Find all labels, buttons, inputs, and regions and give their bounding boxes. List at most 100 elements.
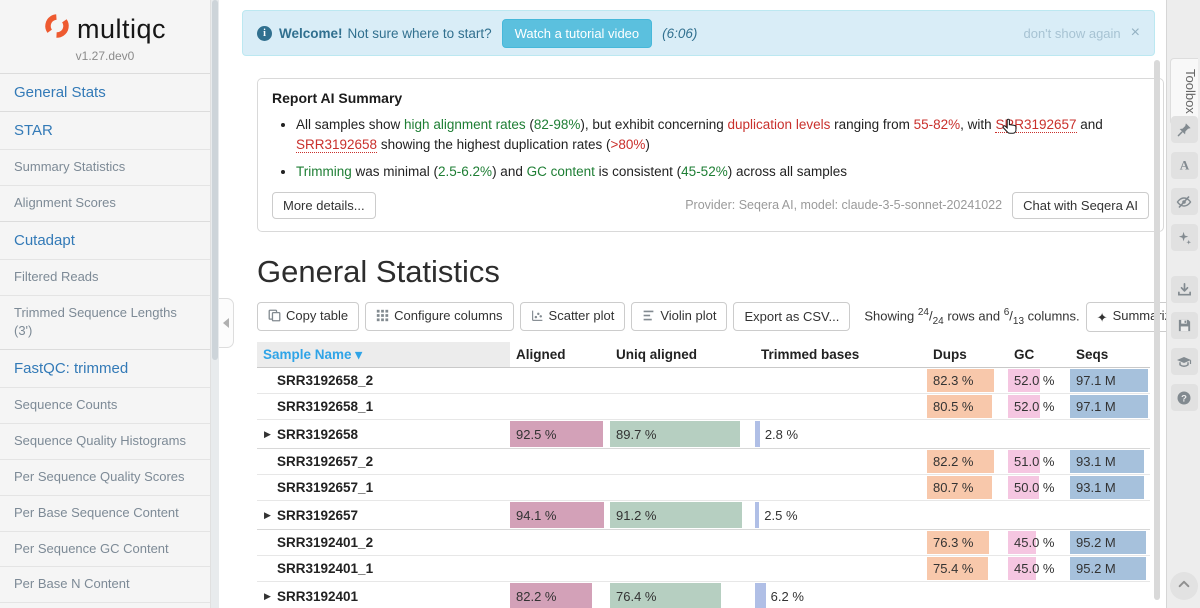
hide-samples-icon[interactable] (1170, 188, 1198, 215)
column-header-aligned[interactable]: Aligned (516, 346, 566, 362)
sidebar-item-cutadapt[interactable]: Cutadapt (0, 220, 210, 259)
ai-bullet-1: All samples show high alignment rates (8… (296, 115, 1149, 156)
cell-value: 80.7 % (933, 479, 974, 495)
data-bar (510, 582, 593, 608)
sample-link-srr3192657[interactable]: SRR3192657 (995, 117, 1077, 133)
general-stats-table: Sample Name ▾ Aligned Uniq aligned Trimmed … (257, 341, 1150, 608)
cell-value: 76.4 % (616, 588, 657, 604)
sidebar-item-alignment-scores[interactable]: Alignment Scores (0, 184, 210, 221)
multiqc-logo[interactable]: multiqc (44, 13, 166, 46)
expand-caret-icon[interactable]: ▶ (264, 509, 271, 520)
sidebar-scrollbar-thumb[interactable] (212, 0, 218, 360)
main-scrollbar[interactable] (1153, 0, 1161, 608)
chevron-left-icon (223, 318, 229, 328)
column-header-gc[interactable]: GC (1014, 346, 1035, 362)
data-bar (610, 501, 743, 528)
data-fill (1070, 556, 1147, 580)
table-row-srr3192401_1: SRR3192401_1 75.4 % 45.0 % 95.2 M (257, 556, 1150, 582)
column-header-sample[interactable]: Sample Name ▾ (263, 346, 363, 362)
sidebar-nav: General Stats STAR Summary Statistics Align… (0, 73, 210, 608)
close-icon[interactable]: × (1130, 24, 1140, 41)
cell-value: 95.2 M (1076, 534, 1116, 550)
ai-bullet-2: Trimming was minimal (2.5-6.2%) and GC c… (296, 162, 1149, 182)
sidebar-scrollbar[interactable] (211, 0, 219, 608)
dont-show-again-link[interactable]: don't show again (1023, 25, 1121, 41)
export-as-csv--button[interactable]: Export as CSV... (733, 302, 851, 332)
download-icon[interactable] (1170, 276, 1198, 303)
main-content: i Welcome! Not sure where to start? Watc… (219, 0, 1190, 608)
table-header-row: Sample Name ▾ Aligned Uniq aligned Trimmed … (257, 341, 1150, 368)
sample-name[interactable]: SRR3192657 (277, 507, 359, 523)
cell-value: 80.5 % (933, 398, 974, 414)
sidebar-item-per-base-n-content[interactable]: Per Base N Content (0, 566, 210, 602)
sidebar-item-fastqc-trimmed[interactable]: FastQC: trimmed (0, 349, 210, 387)
ai-summary-title: Report AI Summary (272, 90, 403, 106)
sidebar-item-sequence-counts[interactable]: Sequence Counts (0, 387, 210, 423)
sample-name: SRR3192657_2 (277, 453, 374, 469)
expand-caret-icon[interactable]: ▶ (264, 428, 271, 439)
version-label: v1.27.dev0 (75, 49, 135, 63)
cell-value: 52.0 % (1014, 398, 1055, 414)
data-fill (927, 475, 993, 499)
sidebar-item-per-sequence-quality-scores[interactable]: Per Sequence Quality Scores (0, 458, 210, 495)
ai-summary-bullets: All samples show high alignment rates (8… (280, 115, 1149, 182)
data-fill (1070, 475, 1145, 499)
column-header-dups[interactable]: Dups (933, 346, 967, 362)
sidebar-item-filtered-reads[interactable]: Filtered Reads (0, 258, 210, 295)
toolbox-tab[interactable]: Toolbox (1170, 58, 1198, 125)
sidebar-item-general-stats[interactable]: General Stats (0, 73, 210, 111)
data-fill (1008, 475, 1039, 499)
sidebar-item-summary-statistics[interactable]: Summary Statistics (0, 149, 210, 185)
violin-plot-button[interactable]: Violin plot (631, 302, 728, 332)
data-bar (510, 420, 603, 447)
data-bar (755, 582, 766, 608)
sidebar-item-sequence-length-distribution[interactable]: Sequence Length Distribution (0, 602, 210, 608)
column-header-trimmed[interactable]: Trimmed bases (761, 346, 860, 362)
sidebar-item-per-sequence-gc-content[interactable]: Per Sequence GC Content (0, 530, 210, 567)
table-toolbar: Copy table Configure columns Scatter plot V… (257, 301, 1190, 332)
data-fill (1070, 449, 1145, 473)
main-scrollbar-thumb[interactable] (1154, 60, 1160, 600)
watch-tutorial-button[interactable]: Watch a tutorial video (501, 18, 653, 48)
help-icon[interactable]: ? (1170, 384, 1198, 411)
column-header-uniq[interactable]: Uniq aligned (616, 346, 697, 362)
logo-area: multiqc v1.27.dev0 (0, 0, 210, 73)
sidebar-item-sequence-quality-histograms[interactable]: Sequence Quality Histograms (0, 423, 210, 459)
more-details-button[interactable]: More details... (272, 191, 376, 219)
data-fill (1070, 394, 1148, 418)
sample-name[interactable]: SRR3192401 (277, 588, 359, 604)
cell-value: 97.1 M (1076, 372, 1116, 388)
pin-icon[interactable] (1170, 116, 1198, 143)
sidebar-collapse-handle[interactable] (219, 298, 234, 348)
sidebar: multiqc v1.27.dev0 General Stats STAR Summ… (0, 0, 211, 608)
column-header-seqs[interactable]: Seqs (1076, 346, 1109, 362)
highlight-samples-icon[interactable]: A (1170, 152, 1198, 179)
sidebar-item-per-base-sequence-content[interactable]: Per Base Sequence Content (0, 494, 210, 531)
data-fill (927, 368, 994, 392)
cell-value: 82.2 % (933, 453, 974, 469)
save-icon[interactable] (1170, 312, 1198, 339)
cell-value: 76.3 % (933, 534, 974, 550)
cell-value: 51.0 % (1014, 453, 1055, 469)
ai-icon[interactable] (1170, 224, 1198, 251)
data-fill (1008, 368, 1041, 392)
configure-columns-button[interactable]: Configure columns (365, 302, 514, 332)
expand-caret-icon[interactable]: ▶ (264, 590, 271, 601)
chat-seqera-button[interactable]: Chat with Seqera AI (1012, 191, 1149, 219)
cell-value: 82.3 % (933, 372, 974, 388)
cell-value: 91.2 % (616, 507, 657, 523)
table-row-srr3192657: ▶ SRR3192657 94.1 % 91.2 % 2.5 % (257, 501, 1150, 530)
sidebar-item-trimmed-sequence-lengths-3-[interactable]: Trimmed Sequence Lengths (3') (0, 294, 210, 350)
copy-table-button[interactable]: Copy table (257, 302, 360, 332)
sidebar-item-star[interactable]: STAR (0, 111, 210, 149)
cell-value: 2.5 % (764, 507, 798, 523)
scatter-icon (531, 309, 544, 325)
data-fill (927, 449, 994, 473)
scatter-plot-button[interactable]: Scatter plot (519, 302, 626, 332)
sample-link-srr3192658[interactable]: SRR3192658 (296, 137, 378, 154)
table-row-srr3192657_1: SRR3192657_1 80.7 % 50.0 % 93.1 M (257, 475, 1150, 501)
cell-value: 6.2 % (770, 588, 804, 604)
scroll-to-top-button[interactable] (1170, 572, 1198, 600)
sample-name[interactable]: SRR3192658 (277, 426, 359, 442)
tutorial-icon[interactable] (1170, 348, 1198, 375)
